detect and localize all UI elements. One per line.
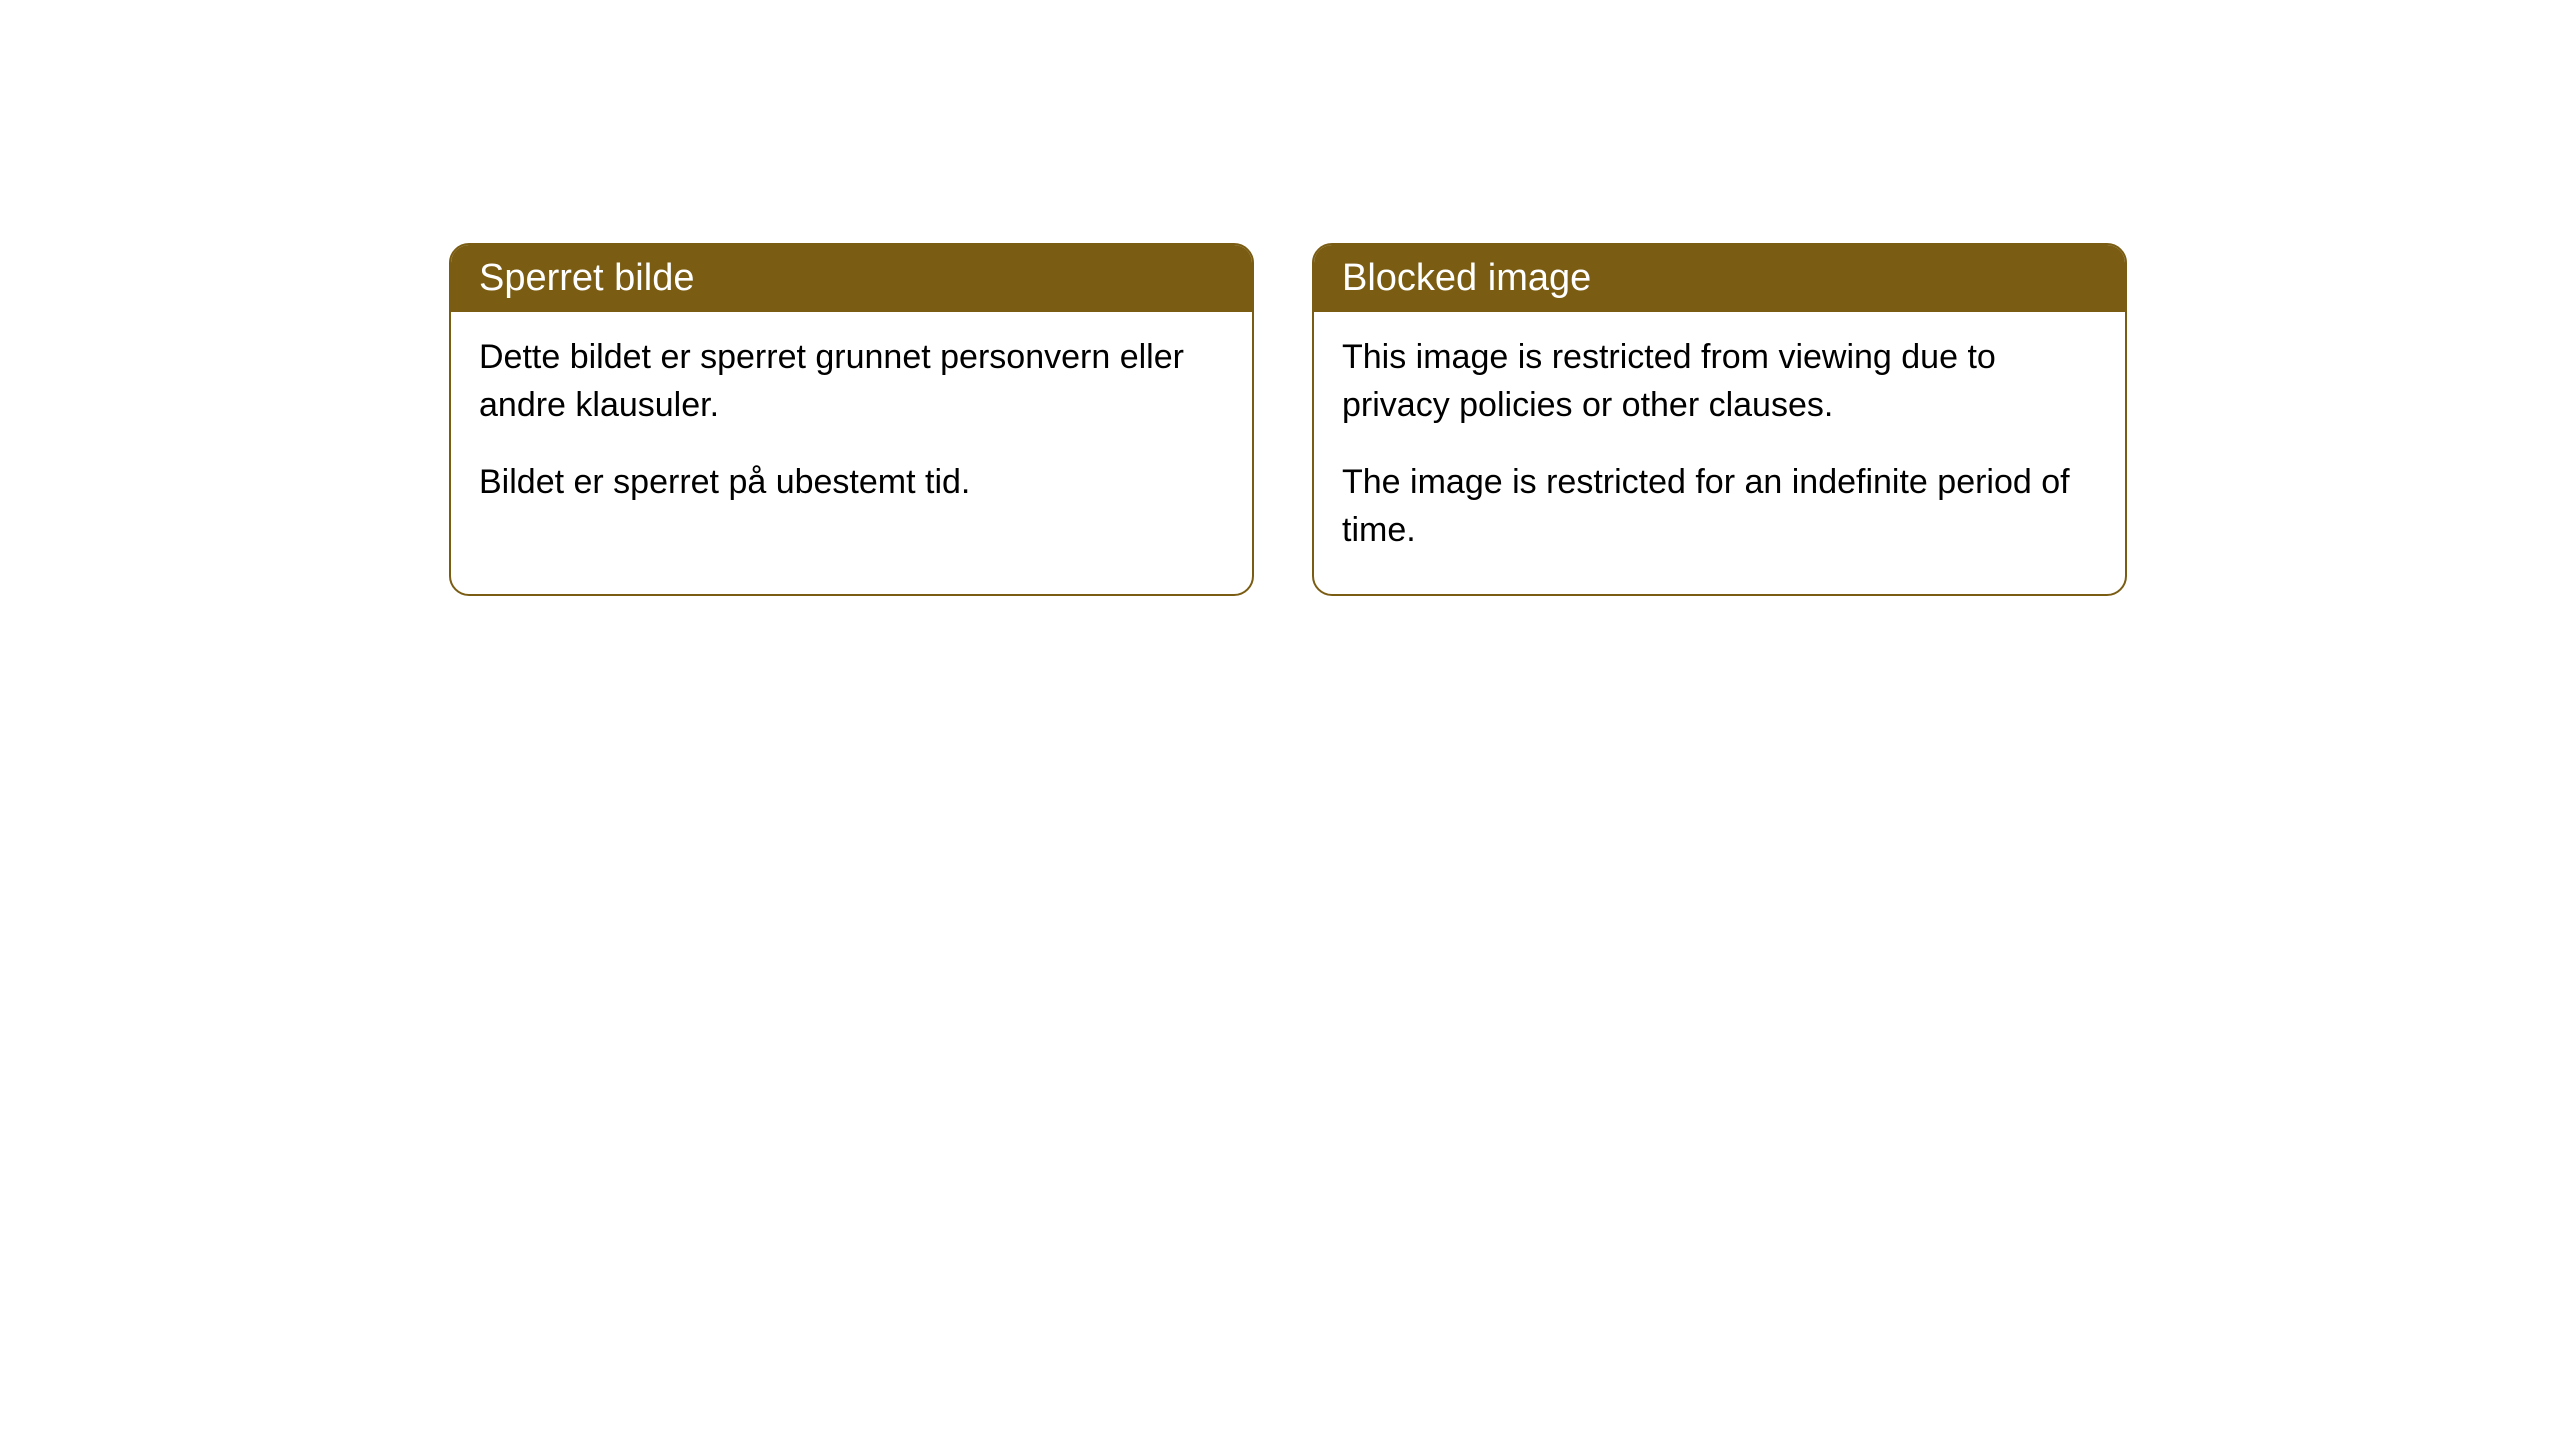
card-paragraph: The image is restricted for an indefinit… bbox=[1342, 459, 2097, 554]
card-body-norwegian: Dette bildet er sperret grunnet personve… bbox=[451, 312, 1252, 547]
card-paragraph: Dette bildet er sperret grunnet personve… bbox=[479, 334, 1224, 429]
card-body-english: This image is restricted from viewing du… bbox=[1314, 312, 2125, 594]
card-header-english: Blocked image bbox=[1314, 245, 2125, 312]
card-paragraph: Bildet er sperret på ubestemt tid. bbox=[479, 459, 1224, 507]
card-title: Blocked image bbox=[1342, 257, 1591, 299]
notice-card-norwegian: Sperret bilde Dette bildet er sperret gr… bbox=[449, 243, 1254, 596]
card-header-norwegian: Sperret bilde bbox=[451, 245, 1252, 312]
notice-container: Sperret bilde Dette bildet er sperret gr… bbox=[449, 243, 2127, 596]
card-paragraph: This image is restricted from viewing du… bbox=[1342, 334, 2097, 429]
notice-card-english: Blocked image This image is restricted f… bbox=[1312, 243, 2127, 596]
card-title: Sperret bilde bbox=[479, 257, 694, 299]
